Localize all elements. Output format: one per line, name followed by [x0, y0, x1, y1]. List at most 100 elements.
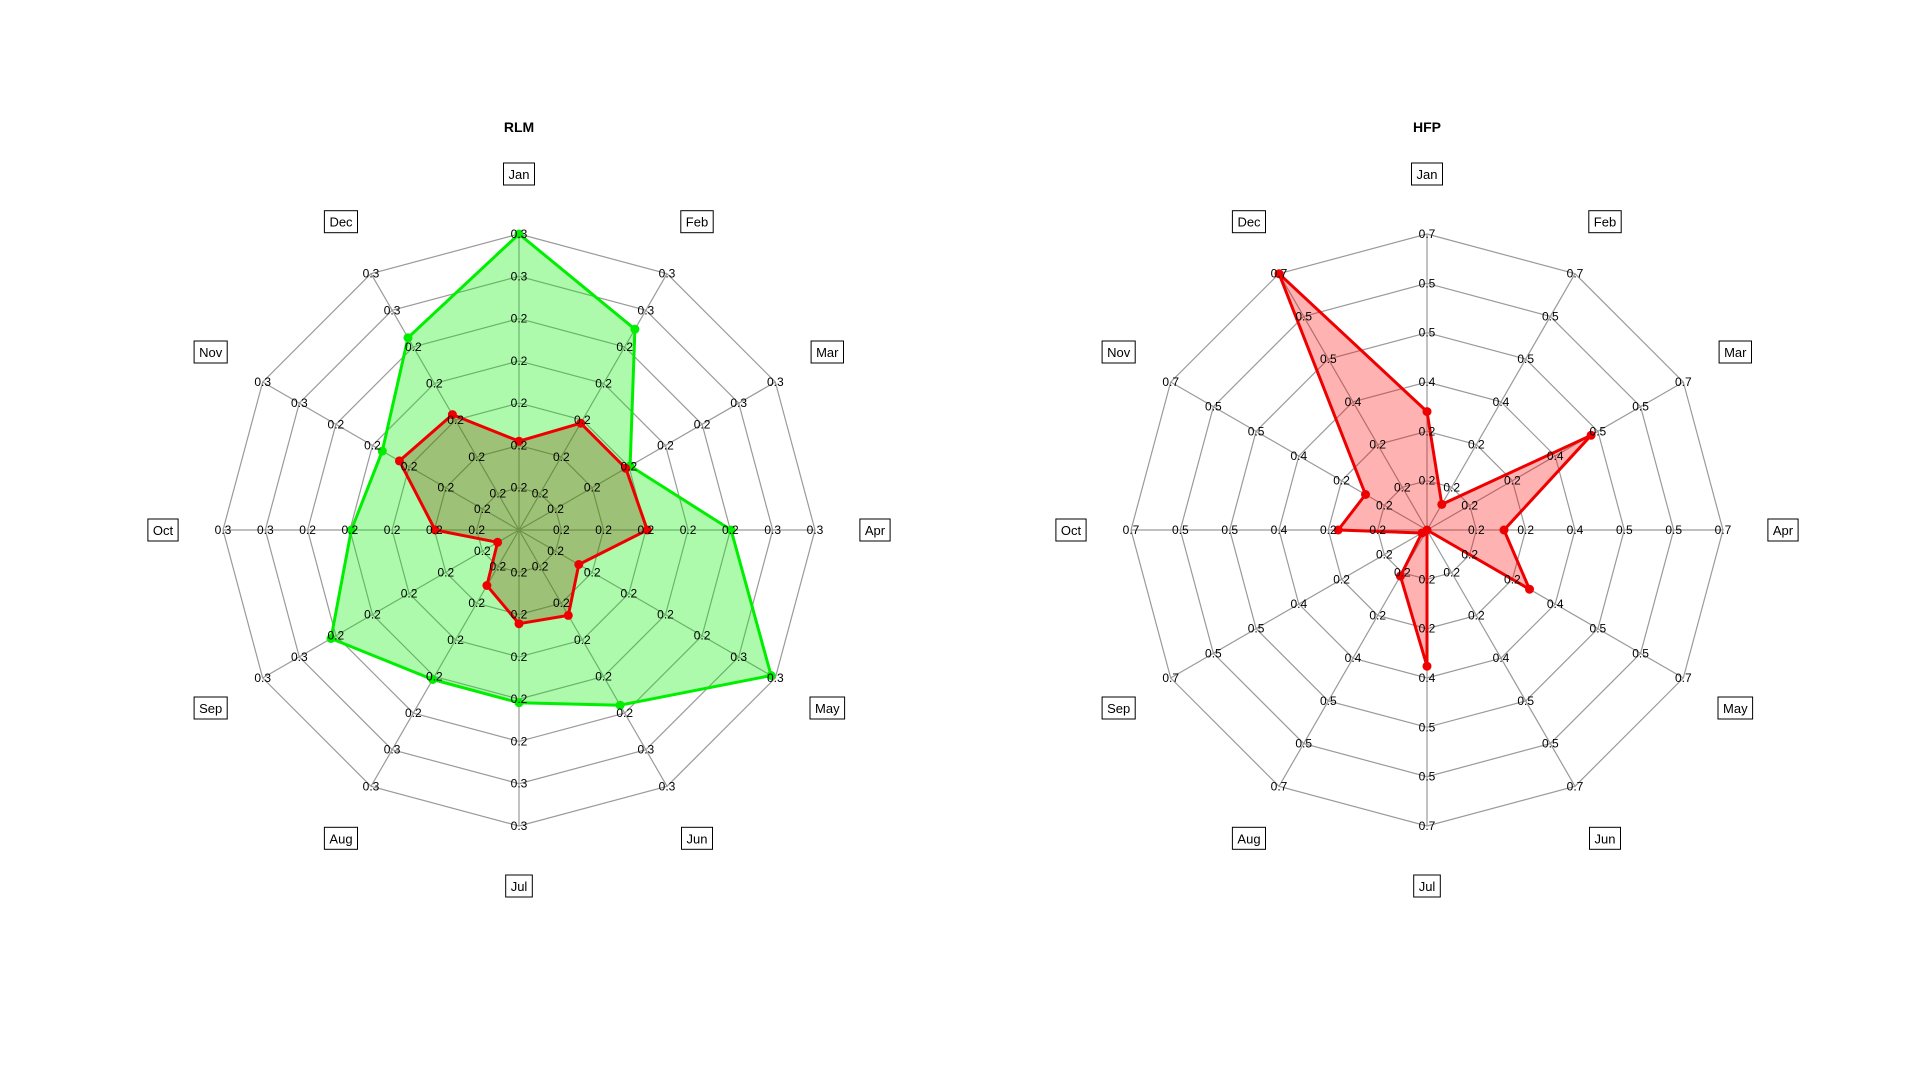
category-label-box	[193, 340, 228, 364]
ring-tick-label: 0.2	[574, 413, 591, 427]
grid-spoke	[370, 529, 520, 787]
data-point	[514, 619, 524, 629]
grid-spoke	[1426, 381, 1684, 531]
ring-tick-label: 0.4	[1493, 395, 1510, 409]
ring-tick-label: 0.7	[1567, 779, 1584, 793]
category-label-text: Mar	[816, 345, 839, 360]
ring-tick-label: 0.2	[328, 417, 345, 431]
category-label-text: Jul	[1419, 879, 1436, 894]
category-label-jun: Jun	[681, 826, 713, 850]
ring-tick-label: 0.2	[638, 523, 655, 537]
ring-tick-label: 0.2	[511, 650, 528, 664]
category-label-text: Apr	[1773, 523, 1794, 538]
ring-tick-label: 0.4	[1419, 671, 1436, 685]
ring-tick-label: 0.5	[1205, 646, 1222, 660]
grid-spoke	[1426, 273, 1576, 531]
category-label-text: Nov	[199, 345, 223, 360]
ring-tick-label: 0.2	[426, 523, 443, 537]
category-label-feb: Feb	[1588, 210, 1622, 234]
ring-tick-label: 0.7	[1675, 375, 1692, 389]
ring-tick-label: 0.2	[595, 523, 612, 537]
ring-tick-label: 0.4	[1547, 597, 1564, 611]
category-label-text: Dec	[1237, 215, 1261, 230]
ring-tick-label: 0.3	[215, 523, 232, 537]
data-point	[514, 229, 524, 239]
ring-tick-label: 0.3	[291, 396, 308, 410]
ring-tick-label: 0.2	[621, 586, 638, 600]
category-label-may: May	[1717, 696, 1754, 720]
category-label-mar: Mar	[1718, 340, 1752, 364]
category-label-jan: Jan	[503, 162, 535, 186]
data-point	[394, 456, 404, 466]
ring-tick-label: 0.3	[291, 650, 308, 664]
ring-tick-label: 0.2	[574, 633, 591, 647]
ring-tick-label: 0.5	[1616, 523, 1633, 537]
ring-tick-label: 0.2	[1461, 548, 1478, 562]
category-label-text: Jan	[1417, 167, 1438, 182]
ring-tick-label: 0.2	[1376, 548, 1393, 562]
category-label-feb: Feb	[680, 210, 714, 234]
ring-tick-label: 0.3	[384, 303, 401, 317]
ring-tick-label: 0.3	[257, 523, 274, 537]
ring-tick-label: 0.4	[1567, 523, 1584, 537]
ring-tick-label: 0.2	[468, 596, 485, 610]
category-label-text: Sep	[199, 701, 222, 716]
ring-tick-label: 0.2	[426, 377, 443, 391]
data-point	[1274, 269, 1284, 279]
ring-tick-label: 0.5	[1517, 352, 1534, 366]
ring-tick-label: 0.2	[1419, 474, 1436, 488]
category-label-mar: Mar	[810, 340, 844, 364]
ring-tick-label: 0.2	[1517, 523, 1534, 537]
data-point	[642, 525, 652, 535]
category-label-box	[193, 696, 228, 720]
category-label-box	[1413, 874, 1441, 898]
ring-tick-label: 0.2	[553, 523, 570, 537]
ring-tick-label: 0.7	[1271, 267, 1288, 281]
ring-tick-label: 0.2	[511, 608, 528, 622]
category-label-apr: Apr	[859, 518, 891, 542]
ring-tick-label: 0.2	[1369, 438, 1386, 452]
grid-spoke	[1426, 529, 1576, 787]
grid-spoke	[518, 381, 776, 531]
category-label-text: Mar	[1724, 345, 1747, 360]
ring-tick-label: 0.5	[1295, 737, 1312, 751]
data-point	[621, 463, 631, 473]
ring-tick-label: 0.2	[437, 481, 454, 495]
ring-tick-label: 0.2	[1468, 438, 1485, 452]
data-point	[726, 525, 736, 535]
category-label-text: Jul	[511, 879, 528, 894]
data-point	[1586, 430, 1596, 440]
data-point	[514, 436, 524, 446]
ring-tick-label: 0.3	[363, 267, 380, 281]
grid-spoke	[262, 529, 520, 679]
ring-tick-label: 0.3	[730, 650, 747, 664]
ring-tick-label: 0.3	[638, 303, 655, 317]
category-label-text: Jun	[1595, 831, 1616, 846]
ring-tick-label: 0.3	[254, 671, 271, 685]
category-label-text: Jun	[687, 831, 708, 846]
ring-tick-label: 0.2	[547, 544, 564, 558]
category-label-apr: Apr	[1767, 518, 1799, 542]
data-point	[447, 410, 457, 420]
ring-tick-label: 0.4	[1345, 395, 1362, 409]
ring-tick-label: 0.2	[511, 312, 528, 326]
ring-tick-label: 0.2	[722, 523, 739, 537]
ring-tick-label: 0.2	[342, 523, 359, 537]
ring-tick-label: 0.2	[511, 692, 528, 706]
ring-tick-label: 0.2	[553, 450, 570, 464]
ring-tick-label: 0.2	[364, 438, 381, 452]
ring-tick-label: 0.2	[490, 560, 507, 574]
ring-tick-label: 0.5	[1632, 400, 1649, 414]
ring-tick-label: 0.2	[511, 438, 528, 452]
category-label-jul: Jul	[1413, 874, 1441, 898]
data-point	[326, 634, 336, 643]
ring-tick-label: 0.2	[468, 450, 485, 464]
category-label-sep: Sep	[1101, 696, 1136, 720]
data-point	[493, 537, 503, 547]
ring-tick-label: 0.2	[595, 377, 612, 391]
ring-tick-label: 0.3	[767, 671, 784, 685]
ring-tick-label: 0.3	[807, 523, 824, 537]
ring-tick-label: 0.2	[401, 460, 418, 474]
category-label-sep: Sep	[193, 696, 228, 720]
data-point	[1422, 407, 1432, 417]
